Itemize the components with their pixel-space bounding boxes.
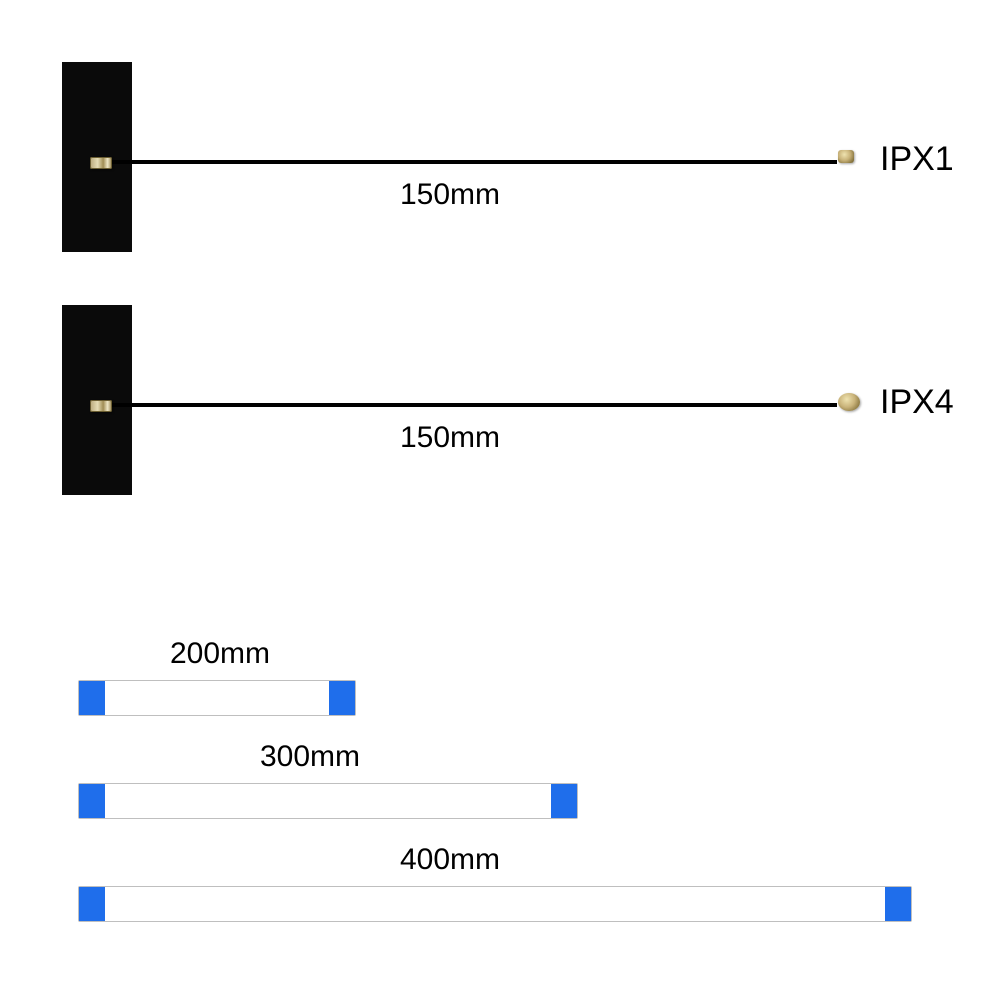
cable-ipx4 xyxy=(112,403,837,407)
ffc-length-label-ffc400: 400mm xyxy=(400,843,500,877)
connector-type-label-ipx1: IPX1 xyxy=(880,140,954,179)
ffc-cable-ffc200 xyxy=(78,680,356,716)
ffc-blue-end-icon xyxy=(79,681,105,715)
ffc-blue-end-icon xyxy=(551,784,577,818)
ffc-length-label-ffc200: 200mm xyxy=(170,637,270,671)
cable-length-label-ipx4: 150mm xyxy=(400,421,500,455)
ipx-connector-icon-ipx4 xyxy=(838,393,860,411)
ipx-connector-icon-ipx1 xyxy=(838,150,860,168)
ffc-blue-end-icon xyxy=(885,887,911,921)
ffc-blue-end-icon xyxy=(79,887,105,921)
ffc-blue-end-icon xyxy=(329,681,355,715)
cable-length-label-ipx1: 150mm xyxy=(400,178,500,212)
solder-pad-ipx4 xyxy=(90,400,112,412)
ffc-cable-ffc400 xyxy=(78,886,912,922)
solder-pad-ipx1 xyxy=(90,157,112,169)
ffc-blue-end-icon xyxy=(79,784,105,818)
ffc-cable-ffc300 xyxy=(78,783,578,819)
connector-type-label-ipx4: IPX4 xyxy=(880,383,954,422)
ffc-length-label-ffc300: 300mm xyxy=(260,740,360,774)
diagram-stage: IPX1 150mm IPX4 150mm 200mm 300mm 400mm xyxy=(0,0,1000,1000)
cable-ipx1 xyxy=(112,160,837,164)
